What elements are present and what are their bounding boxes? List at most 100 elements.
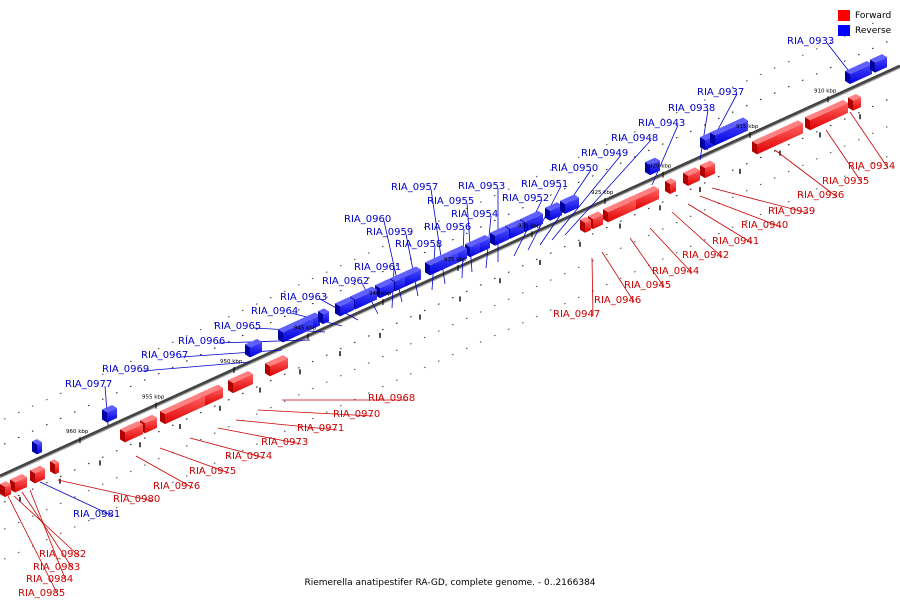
forward-gene-label[interactable]: RIA_0976 (153, 481, 200, 492)
forward-gene[interactable] (805, 99, 848, 131)
reverse-gene[interactable] (318, 308, 329, 325)
forward-gene-label[interactable]: RIA_0971 (297, 423, 344, 434)
reverse-gene-label[interactable]: RIA_0949 (581, 148, 628, 159)
reverse-gene-label[interactable]: RIA_0948 (611, 133, 658, 144)
reverse-gene-label[interactable]: RIA_0977 (65, 379, 112, 390)
forward-gene[interactable] (848, 94, 861, 111)
forward-gene[interactable] (580, 217, 591, 233)
reverse-gene[interactable] (465, 239, 480, 258)
reverse-gene[interactable] (425, 249, 458, 276)
forward-gene[interactable] (603, 196, 636, 223)
reverse-gene-label[interactable]: RIA_0966 (178, 336, 225, 347)
legend: Forward Reverse (838, 8, 891, 38)
ruler-label: 945 kbp (294, 325, 317, 331)
reverse-gene-label[interactable]: RIA_0958 (395, 239, 442, 250)
ruler-label: 935 kbp (444, 257, 467, 263)
reverse-gene-label[interactable]: RIA_0961 (354, 262, 401, 273)
reverse-gene-label[interactable]: RIA_0967 (141, 350, 188, 361)
reverse-gene[interactable] (245, 338, 262, 358)
forward-gene[interactable] (120, 421, 143, 443)
reverse-gene-label[interactable]: RIA_0954 (451, 209, 498, 220)
reverse-gene-label[interactable]: RIA_0969 (102, 364, 149, 375)
forward-gene-label[interactable]: RIA_0980 (113, 494, 160, 505)
reverse-gene[interactable] (560, 194, 579, 214)
forward-gene-label[interactable]: RIA_0940 (741, 220, 788, 231)
reverse-gene-label[interactable]: RIA_0981 (73, 509, 120, 520)
reverse-gene-label[interactable]: RIA_0953 (458, 181, 505, 192)
forward-gene-label[interactable]: RIA_0942 (682, 250, 729, 261)
forward-gene[interactable] (50, 459, 59, 475)
forward-gene[interactable] (665, 178, 676, 195)
forward-gene-label[interactable]: RIA_0984 (26, 574, 73, 585)
reverse-gene-label[interactable]: RIA_0951 (521, 179, 568, 190)
reverse-gene[interactable] (870, 54, 887, 73)
forward-gene-label[interactable]: RIA_0982 (39, 549, 86, 560)
forward-gene[interactable] (683, 167, 700, 186)
legend-forward: Forward (838, 8, 891, 23)
forward-gene-label[interactable]: RIA_0947 (553, 309, 600, 320)
forward-gene[interactable] (10, 473, 27, 493)
forward-gene-label[interactable]: RIA_0975 (189, 466, 236, 477)
forward-gene-label[interactable]: RIA_0985 (18, 588, 65, 599)
forward-gene-label[interactable]: RIA_0945 (624, 280, 671, 291)
reverse-gene-label[interactable]: RIA_0963 (280, 292, 327, 303)
forward-gene-label[interactable]: RIA_0936 (797, 190, 844, 201)
forward-gene-label[interactable]: RIA_0983 (33, 562, 80, 573)
reverse-gene[interactable] (710, 117, 748, 146)
reverse-gene-label[interactable]: RIA_0938 (668, 103, 715, 114)
reverse-gene-label[interactable]: RIA_0962 (322, 276, 369, 287)
reverse-gene[interactable] (335, 296, 354, 317)
ruler-label: 930 kbp (518, 223, 541, 229)
reverse-gene-label[interactable]: RIA_0964 (251, 306, 298, 317)
ruler-label: 920 kbp (649, 164, 672, 170)
reverse-gene-label[interactable]: RIA_0943 (638, 118, 685, 129)
reverse-gene[interactable] (278, 315, 313, 343)
reverse-gene-label[interactable]: RIA_0952 (502, 193, 549, 204)
reverse-gene-label[interactable]: RIA_0956 (424, 222, 471, 233)
reverse-gene-label[interactable]: RIA_0937 (697, 87, 744, 98)
ruler-label: 955 kbp (142, 395, 165, 401)
reverse-gene[interactable] (32, 439, 42, 455)
forward-gene-label[interactable]: RIA_0941 (712, 236, 759, 247)
ruler-label: 950 kbp (220, 359, 243, 365)
forward-gene[interactable] (228, 371, 253, 394)
forward-gene-label[interactable]: RIA_0934 (848, 161, 895, 172)
ruler-label: 960 kbp (66, 429, 89, 435)
reverse-gene[interactable] (645, 157, 660, 176)
reverse-gene[interactable] (845, 60, 872, 85)
reverse-gene[interactable] (102, 404, 117, 423)
reverse-gene-label[interactable]: RIA_0933 (787, 36, 834, 47)
forward-gene[interactable] (265, 355, 288, 377)
forward-gene[interactable] (0, 481, 11, 497)
forward-gene-label[interactable]: RIA_0970 (333, 409, 380, 420)
forward-gene-label[interactable]: RIA_0939 (768, 206, 815, 217)
forward-gene[interactable] (752, 120, 803, 155)
forward-gene-label[interactable]: RIA_0968 (368, 393, 415, 404)
forward-gene-label[interactable]: RIA_0935 (822, 176, 869, 187)
ruler-label: 940 kbp (369, 291, 392, 297)
ruler-label: 915 kbp (736, 124, 759, 130)
reverse-gene[interactable] (545, 202, 562, 221)
forward-gene-label[interactable]: RIA_0974 (225, 451, 272, 462)
forward-gene-label[interactable]: RIA_0944 (652, 266, 699, 277)
forward-gene[interactable] (160, 392, 205, 425)
ruler-label: 910 kbp (814, 88, 837, 94)
reverse-gene-label[interactable]: RIA_0955 (427, 196, 474, 207)
forward-swatch (838, 10, 850, 21)
reverse-gene[interactable] (490, 226, 509, 246)
ruler-label: 925 kbp (591, 190, 614, 196)
forward-gene[interactable] (700, 160, 715, 179)
legend-reverse: Reverse (838, 23, 891, 38)
reverse-gene-label[interactable]: RIA_0950 (551, 163, 598, 174)
forward-gene-label[interactable]: RIA_0973 (261, 437, 308, 448)
reverse-gene-label[interactable]: RIA_0959 (366, 227, 413, 238)
reverse-gene-label[interactable]: RIA_0965 (214, 321, 261, 332)
reverse-swatch (838, 25, 850, 36)
reverse-gene-label[interactable]: RIA_0957 (391, 182, 438, 193)
reverse-gene-label[interactable]: RIA_0960 (344, 214, 391, 225)
forward-gene-label[interactable]: RIA_0946 (594, 295, 641, 306)
legend-forward-label: Forward (855, 10, 892, 21)
forward-gene[interactable] (30, 465, 45, 484)
